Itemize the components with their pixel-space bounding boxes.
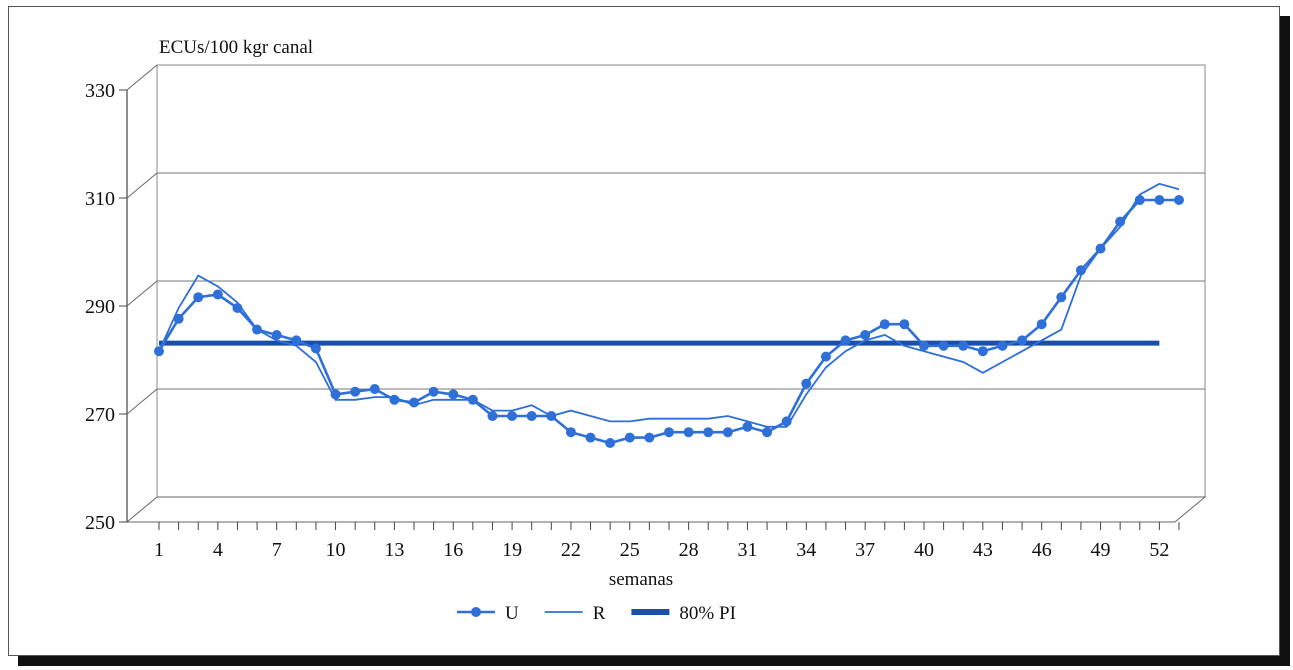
series-u-point	[703, 427, 714, 438]
x-tick-label: 22	[561, 539, 581, 561]
series-u-point	[310, 343, 321, 354]
series-u-point	[1174, 195, 1184, 205]
chart-frame: 250 270 290 310 330 1 4 7 10 13 16 19 22 25 28 31 34 37 4…	[8, 6, 1280, 656]
y-axis-ticks: 250 270 290 310 330	[85, 80, 127, 534]
series-u-point	[1036, 319, 1047, 330]
x-tick-label: 37	[855, 539, 875, 561]
y-tick-label: 310	[85, 188, 115, 210]
x-tick-label: 49	[1091, 539, 1111, 561]
y-tick-label: 270	[85, 404, 115, 426]
y-tick-label: 250	[85, 512, 115, 534]
series-u-point	[428, 386, 439, 397]
series-r-line	[158, 182, 1180, 428]
legend-label-u: U	[505, 603, 519, 624]
series-u-point	[487, 411, 498, 421]
y-axis-label: ECUs/100 kgr canal	[159, 37, 313, 58]
series-u-point	[526, 411, 537, 421]
series-u-point	[938, 340, 949, 351]
series-u-point	[1056, 292, 1067, 303]
x-tick-label: 10	[326, 539, 346, 561]
series-u-point	[997, 340, 1008, 351]
x-tick-label: 7	[272, 539, 282, 561]
grid-lines	[126, 172, 1205, 415]
x-tick-label: 13	[384, 539, 404, 561]
gridline-diag	[126, 172, 158, 199]
series-u-point	[664, 427, 674, 438]
x-axis-ticks: 1 4 7 10 13 16 19 22 25 28 31 34 37 40 43 46 49 52	[154, 522, 1180, 561]
series-u-line	[157, 198, 1179, 445]
legend: U R 80% PI	[457, 603, 736, 624]
legend-label-r: R	[593, 603, 606, 624]
gridline-diag	[126, 280, 158, 307]
series-u-point	[212, 289, 223, 300]
series-u-point	[193, 292, 204, 303]
series-u-point	[271, 330, 282, 340]
series-u-point	[624, 432, 635, 443]
x-tick-label: 1	[154, 539, 164, 561]
series-u-point	[565, 427, 576, 438]
series-u-point	[683, 427, 694, 438]
series-u-point	[1017, 335, 1028, 346]
x-tick-label: 25	[620, 539, 640, 561]
series-u-point	[350, 386, 361, 397]
legend-label-80pi: 80% PI	[679, 603, 735, 624]
series-u-point	[369, 384, 380, 394]
series-u-point	[448, 389, 459, 400]
series-u-point	[801, 378, 812, 389]
x-axis-label: semanas	[609, 569, 673, 590]
series-u-point	[507, 411, 518, 421]
x-tick-label: 19	[502, 539, 522, 561]
x-tick-label: 34	[796, 539, 816, 561]
series-u-point	[585, 432, 596, 443]
x-tick-label: 16	[443, 539, 463, 561]
x-tick-label: 4	[213, 539, 223, 561]
series-u-point	[879, 319, 890, 330]
legend-marker-u	[471, 607, 481, 617]
series-u-point	[919, 340, 929, 351]
series-u-point	[722, 427, 733, 438]
series-u-point	[820, 351, 831, 362]
gridline-diag	[126, 388, 158, 415]
x-tick-label: 43	[973, 539, 993, 561]
x-tick-label: 40	[914, 539, 934, 561]
series-u-point	[762, 427, 773, 438]
series-u-point	[977, 346, 988, 357]
series-u-point	[1154, 195, 1165, 205]
series-u-point	[958, 340, 969, 351]
x-tick-label: 31	[737, 539, 757, 561]
y-axis-top-edge	[126, 64, 158, 91]
series-u-point	[291, 335, 302, 346]
series-u-point	[899, 319, 910, 330]
x-tick-label: 28	[679, 539, 699, 561]
plot-area	[154, 182, 1184, 448]
y-tick-label: 290	[85, 296, 115, 318]
series-u-point	[860, 330, 871, 340]
series-u-point	[605, 438, 616, 448]
series-u-point	[173, 313, 184, 324]
x-tick-label: 52	[1149, 539, 1169, 561]
chart-3d-frame	[125, 64, 1207, 523]
chart-svg: 250 270 290 310 330 1 4 7 10 13 16 19 22 25 28 31 34 37 4…	[85, 37, 1207, 624]
floor-plane	[125, 496, 1207, 523]
series-u-point	[840, 335, 851, 346]
series-u-point	[742, 421, 753, 432]
x-tick-label: 46	[1032, 539, 1052, 561]
y-tick-label: 330	[85, 80, 115, 102]
series-u-point	[644, 432, 655, 443]
